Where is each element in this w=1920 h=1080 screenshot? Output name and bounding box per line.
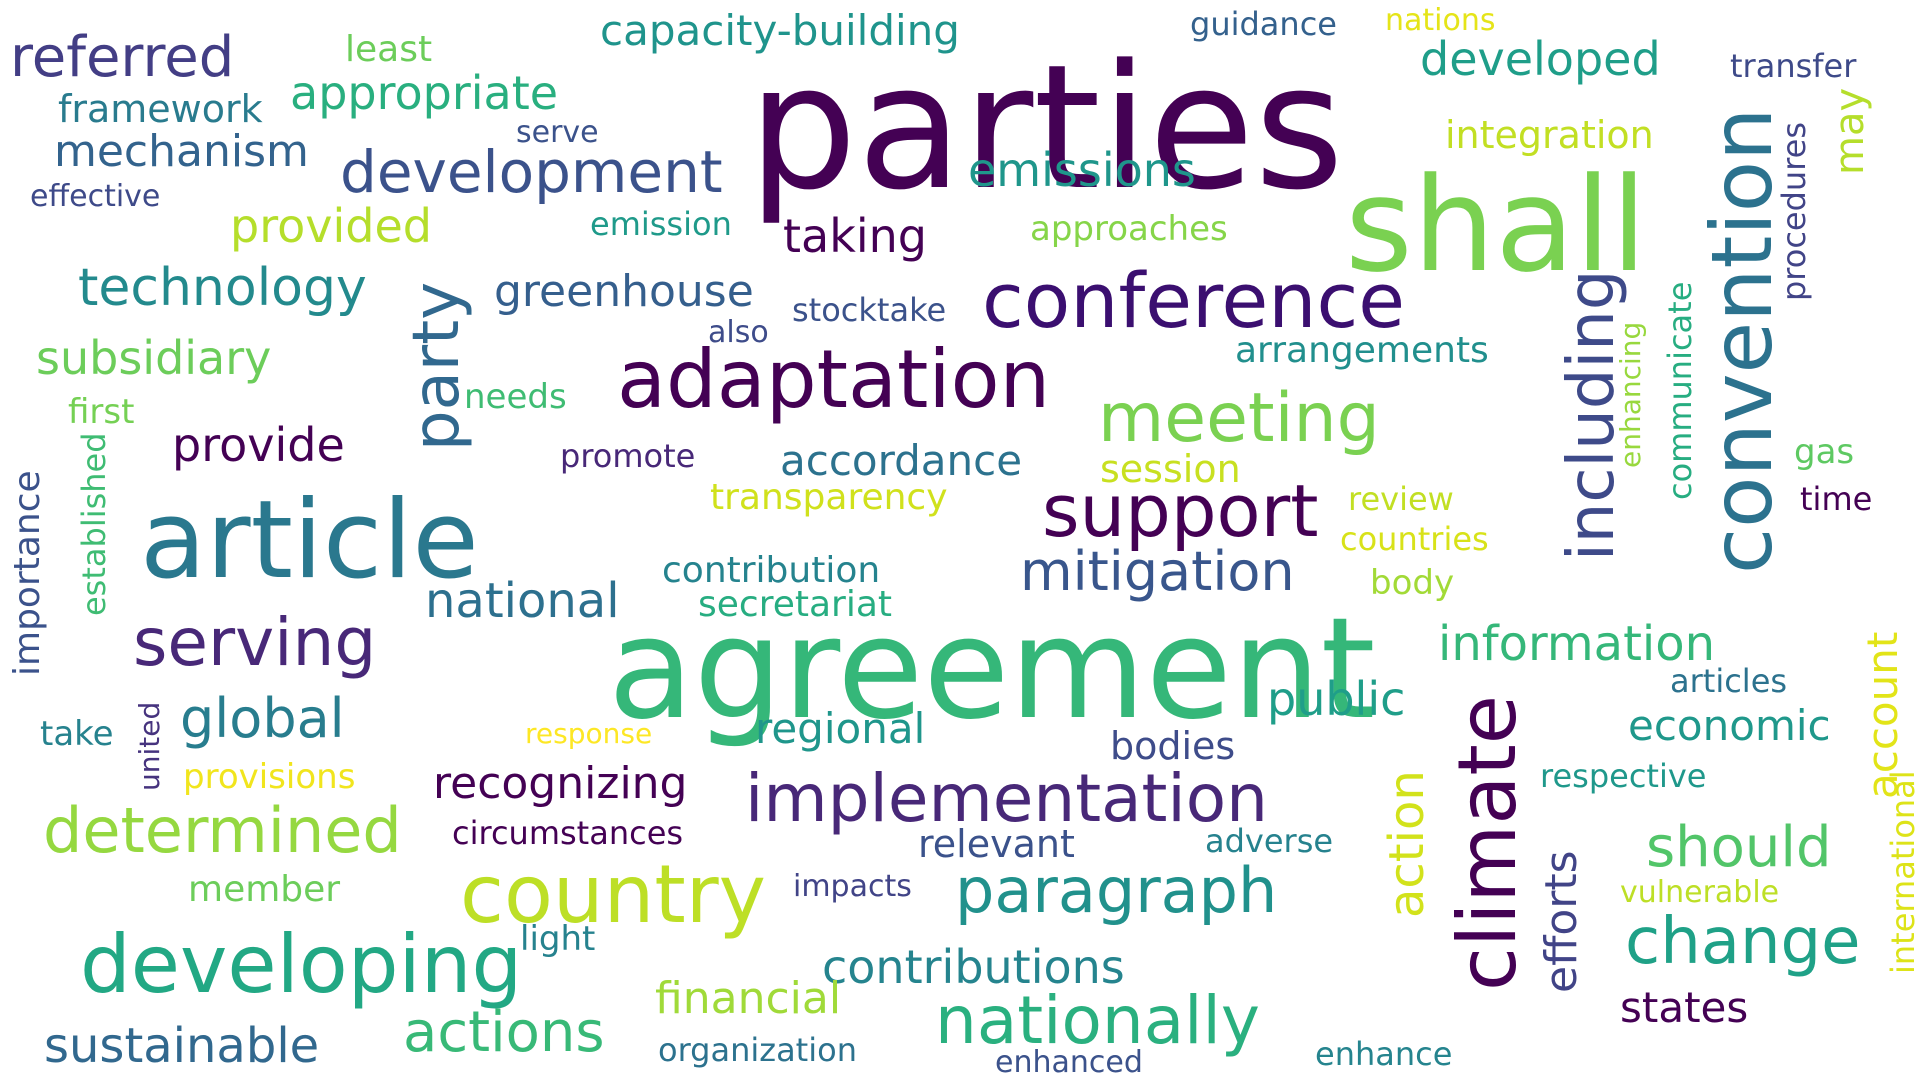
word-agreement: agreement [608,588,1376,751]
word-contribution: contribution [662,550,881,591]
word-emissions: emissions [968,143,1196,197]
word-needs: needs [464,377,567,417]
word-countries: countries [1340,520,1489,558]
word-provide: provide [172,418,345,472]
word-economic: economic [1628,701,1831,750]
word-body: body [1370,563,1455,603]
word-accordance: accordance [780,436,1023,485]
word-mitigation: mitigation [1020,540,1295,603]
word-nationally: nationally [935,982,1260,1059]
word-response: response [525,717,653,750]
word-conference: conference [982,256,1406,345]
word-framework: framework [58,87,263,131]
word-least: least [345,29,433,70]
word-time: time [1800,480,1873,518]
word-integration: integration [1445,113,1654,157]
word-adverse: adverse [1205,822,1334,860]
word-subsidiary: subsidiary [36,331,272,385]
word-provisions: provisions [183,757,356,797]
word-bodies: bodies [1110,724,1236,768]
word-sustainable: sustainable [44,1018,320,1074]
word-taking: taking [783,209,927,263]
word-respective: respective [1540,757,1707,795]
word-party: party [400,282,474,452]
word-articles: articles [1670,662,1788,700]
word-international: international [1884,770,1920,974]
word-referred: referred [10,25,235,90]
word-nations: nations [1385,3,1496,38]
word-states: states [1620,983,1749,1032]
word-effective: effective [30,179,161,214]
word-information: information [1438,616,1716,672]
word-serve: serve [516,115,599,150]
word-impacts: impacts [793,869,912,904]
word-action: action [1379,770,1435,918]
word-serving: serving [133,604,377,681]
word-efforts: efforts [1536,850,1587,993]
word-public: public [1267,672,1406,726]
word-established: established [75,432,113,616]
word-arrangements: arrangements [1235,330,1489,371]
word-communicate: communicate [1661,282,1699,501]
word-provided: provided [230,199,432,253]
word-appropriate: appropriate [290,66,559,120]
word-contributions: contributions [822,940,1125,994]
word-promote: promote [560,437,696,475]
word-determined: determined [43,794,402,867]
word-session: session [1100,447,1241,491]
word-enhanced: enhanced [995,1045,1143,1080]
word-guidance: guidance [1190,5,1337,43]
word-implementation: implementation [745,760,1268,837]
word-mechanism: mechanism [54,126,309,177]
word-meeting: meeting [1098,379,1380,458]
word-technology: technology [78,258,367,318]
word-enhancing: enhancing [1614,322,1647,469]
word-shall: shall [1345,149,1648,301]
word-first: first [68,392,135,432]
word-national: national [425,573,620,629]
word-enhance: enhance [1315,1035,1453,1073]
word-approaches: approaches [1030,209,1228,249]
word-importance: importance [7,470,48,676]
word-change: change [1625,905,1861,979]
word-financial: financial [655,973,842,1024]
word-relevant: relevant [918,822,1075,866]
word-parties: parties [748,27,1344,228]
word-take: take [40,714,114,754]
word-country: country [460,848,766,941]
word-stocktake: stocktake [792,291,947,329]
word-united: united [133,702,166,792]
word-climate: climate [1441,695,1534,991]
word-emission: emission [590,205,732,243]
word-vulnerable: vulnerable [1620,875,1780,910]
word-support: support [1042,469,1319,553]
word-adaptation: adaptation [617,333,1051,426]
word-transfer: transfer [1730,47,1857,85]
word-procedures: procedures [1775,122,1813,302]
word-gas: gas [1794,432,1855,472]
word-circumstances: circumstances [452,814,684,852]
word-transparency: transparency [710,477,948,518]
word-developed: developed [1420,32,1661,86]
word-organization: organization [658,1031,857,1069]
word-actions: actions [403,1000,605,1065]
word-convention: convention [1693,108,1791,575]
word-should: should [1646,815,1832,880]
word-global: global [180,687,345,750]
word-also: also [708,315,769,350]
word-may: may [1827,88,1873,176]
word-regional: regional [755,704,926,753]
word-capacity-building: capacity-building [600,6,960,55]
word-greenhouse: greenhouse [494,266,754,317]
word-light: light [520,919,596,959]
word-article: article [140,478,479,603]
word-paragraph: paragraph [955,854,1278,927]
word-developing: developing [80,918,523,1011]
word-recognizing: recognizing [433,758,688,809]
word-development: development [340,138,723,206]
word-secretariat: secretariat [698,584,893,625]
word-review: review [1348,480,1454,518]
word-member: member [188,869,341,910]
